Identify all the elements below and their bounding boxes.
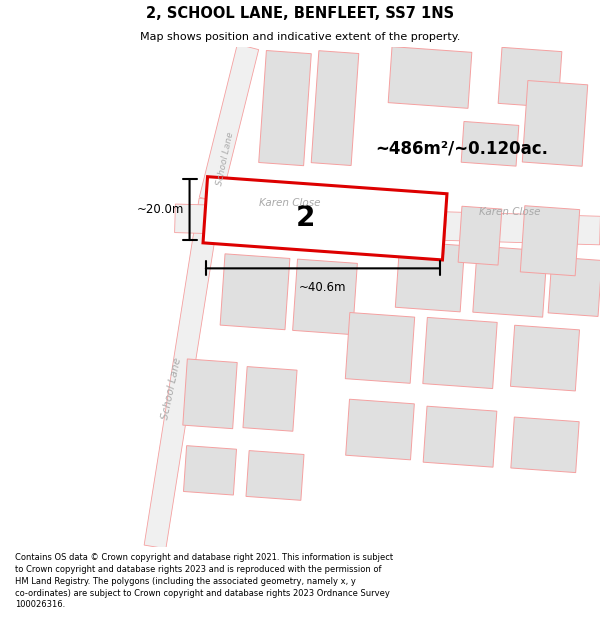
Polygon shape	[473, 246, 547, 317]
Polygon shape	[183, 359, 237, 429]
Text: 2: 2	[295, 204, 314, 232]
Polygon shape	[144, 198, 221, 549]
Polygon shape	[346, 399, 415, 460]
Polygon shape	[458, 206, 502, 265]
Polygon shape	[414, 217, 446, 254]
Text: ~40.6m: ~40.6m	[299, 281, 346, 294]
Text: School Lane: School Lane	[215, 131, 235, 187]
Polygon shape	[259, 51, 311, 166]
Text: Contains OS data © Crown copyright and database right 2021. This information is : Contains OS data © Crown copyright and d…	[15, 553, 393, 609]
Text: Map shows position and indicative extent of the property.: Map shows position and indicative extent…	[140, 31, 460, 41]
Text: ~486m²/~0.120ac.: ~486m²/~0.120ac.	[375, 140, 548, 158]
Polygon shape	[346, 312, 415, 383]
Polygon shape	[522, 81, 588, 166]
Polygon shape	[246, 451, 304, 500]
Text: ~20.0m: ~20.0m	[137, 203, 185, 216]
Polygon shape	[511, 325, 580, 391]
Polygon shape	[311, 51, 359, 166]
Polygon shape	[220, 254, 290, 330]
Polygon shape	[199, 44, 259, 202]
Polygon shape	[388, 47, 472, 108]
Polygon shape	[203, 177, 447, 260]
Polygon shape	[395, 241, 464, 312]
Polygon shape	[498, 48, 562, 108]
Polygon shape	[243, 367, 297, 431]
Polygon shape	[293, 259, 358, 334]
Text: 2, SCHOOL LANE, BENFLEET, SS7 1NS: 2, SCHOOL LANE, BENFLEET, SS7 1NS	[146, 6, 454, 21]
Polygon shape	[175, 204, 600, 245]
Polygon shape	[423, 318, 497, 389]
Polygon shape	[184, 446, 236, 495]
Polygon shape	[423, 406, 497, 467]
Polygon shape	[548, 257, 600, 316]
Polygon shape	[511, 417, 579, 472]
Text: Karen Close: Karen Close	[479, 207, 541, 217]
Text: School Lane: School Lane	[161, 357, 184, 421]
Polygon shape	[461, 121, 519, 166]
Polygon shape	[520, 206, 580, 276]
Text: Karen Close: Karen Close	[259, 198, 321, 208]
